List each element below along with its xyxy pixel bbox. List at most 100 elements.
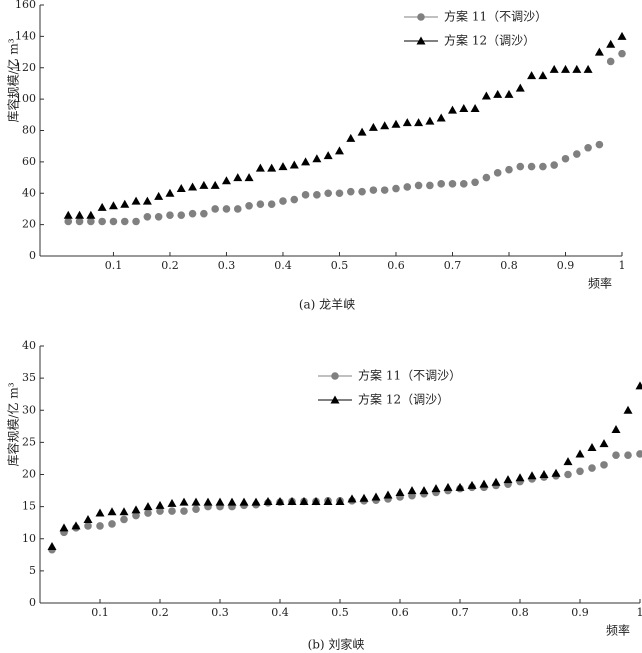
data-point xyxy=(83,514,93,523)
y-tick-label: 160 xyxy=(15,0,36,11)
data-point xyxy=(504,89,514,98)
x-tick-label: 0.7 xyxy=(451,606,469,619)
x-tick-label: 0.6 xyxy=(391,606,409,619)
legend-label: 方案 12（调沙） xyxy=(444,33,535,48)
data-point xyxy=(131,505,141,514)
y-tick-label: 0 xyxy=(29,596,36,609)
data-point xyxy=(154,191,164,200)
data-point xyxy=(323,151,333,160)
data-point xyxy=(623,405,633,414)
data-point xyxy=(380,121,390,130)
data-point xyxy=(467,480,477,489)
data-point xyxy=(143,212,152,221)
x-tick-label: 0.5 xyxy=(331,259,349,272)
data-point xyxy=(636,450,642,458)
data-point xyxy=(538,71,548,80)
data-point xyxy=(572,64,582,73)
data-point xyxy=(75,210,85,219)
data-point xyxy=(279,197,287,205)
data-point xyxy=(215,497,225,506)
data-point xyxy=(177,211,186,220)
y-tick-label: 5 xyxy=(29,564,36,577)
y-tick-label: 80 xyxy=(22,124,36,137)
data-point xyxy=(380,186,389,194)
data-point xyxy=(132,511,140,520)
x-tick-label: 1 xyxy=(619,259,626,272)
data-point xyxy=(233,173,243,182)
y-tick-label: 15 xyxy=(22,500,36,513)
data-point xyxy=(635,381,642,390)
data-point xyxy=(324,189,332,198)
data-point xyxy=(539,470,549,478)
x-tick-label: 0.5 xyxy=(331,606,349,619)
data-point xyxy=(624,451,632,460)
data-point xyxy=(301,191,310,199)
data-point xyxy=(346,187,355,196)
data-point xyxy=(199,180,209,189)
data-point xyxy=(575,449,585,458)
legend-marker xyxy=(330,395,340,404)
data-point xyxy=(167,498,177,507)
data-point xyxy=(63,210,73,219)
data-point xyxy=(346,133,356,142)
data-point xyxy=(515,473,525,482)
data-point xyxy=(335,496,345,505)
y-axis-label: 库容规模/亿 m³ xyxy=(6,382,21,466)
data-point xyxy=(493,89,503,98)
data-point xyxy=(436,113,446,122)
y-tick-label: 30 xyxy=(22,403,36,416)
data-point xyxy=(560,64,570,73)
data-point xyxy=(448,180,457,188)
data-point xyxy=(447,105,457,114)
x-axis-label: 频率 xyxy=(606,623,630,638)
data-point xyxy=(120,199,130,208)
data-point xyxy=(334,146,344,155)
data-point xyxy=(97,202,107,211)
data-point xyxy=(414,118,424,127)
data-point xyxy=(188,182,198,191)
data-point xyxy=(278,162,288,171)
data-point xyxy=(563,457,573,466)
data-point xyxy=(595,140,604,149)
caption: (a) 龙羊峡 xyxy=(299,297,355,312)
data-point xyxy=(369,186,378,194)
data-point xyxy=(210,180,220,189)
y-tick-label: 40 xyxy=(22,186,36,199)
data-point xyxy=(503,475,513,484)
data-point xyxy=(96,522,104,530)
data-point xyxy=(459,104,469,113)
data-point xyxy=(191,497,201,506)
data-point xyxy=(527,71,537,80)
data-point xyxy=(482,173,491,182)
data-point xyxy=(87,217,95,226)
y-tick-label: 120 xyxy=(15,61,36,74)
x-tick-label: 0.1 xyxy=(105,259,123,272)
data-point xyxy=(539,162,547,171)
y-tick-label: 100 xyxy=(15,92,36,105)
y-tick-label: 25 xyxy=(22,435,36,448)
caption: (b) 刘家峡 xyxy=(308,637,365,652)
data-point xyxy=(168,507,176,515)
data-point xyxy=(95,508,105,517)
x-tick-label: 0.9 xyxy=(557,259,575,272)
data-point xyxy=(267,163,277,172)
y-tick-label: 40 xyxy=(22,339,36,352)
data-point xyxy=(132,217,140,226)
data-point xyxy=(203,497,213,506)
data-point xyxy=(142,196,152,205)
data-point xyxy=(165,188,175,197)
data-point xyxy=(576,467,584,476)
data-point xyxy=(200,209,208,218)
data-point xyxy=(391,119,401,128)
y-tick-label: 20 xyxy=(22,468,36,481)
data-point xyxy=(527,162,536,171)
data-point xyxy=(594,47,604,56)
x-tick-label: 0.7 xyxy=(444,259,462,272)
data-point xyxy=(227,497,237,506)
data-point xyxy=(455,482,465,491)
data-point xyxy=(86,210,96,219)
data-point xyxy=(618,49,626,58)
x-tick-label: 0.4 xyxy=(271,606,289,619)
data-point xyxy=(358,187,366,196)
data-point xyxy=(588,464,596,472)
